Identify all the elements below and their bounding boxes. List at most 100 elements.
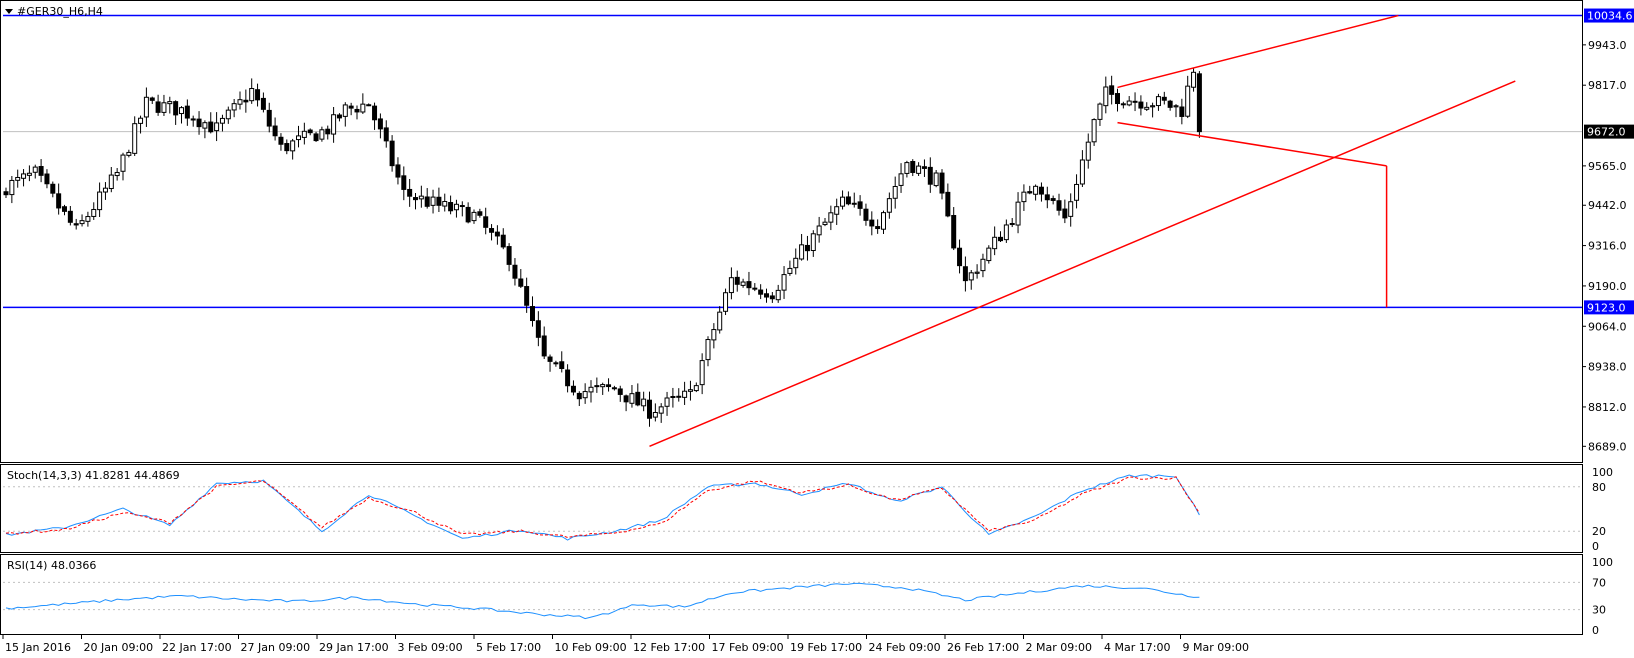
bull-candle-body	[992, 236, 998, 250]
bull-candle-body	[881, 212, 886, 230]
candle	[617, 385, 623, 402]
candle	[910, 159, 916, 177]
candle	[664, 391, 670, 416]
candle	[290, 138, 296, 160]
candle	[79, 214, 85, 227]
bear-candle-body	[465, 206, 471, 223]
bear-candle-body	[208, 121, 214, 133]
bear-candle-body	[764, 293, 769, 298]
candle	[1097, 102, 1103, 126]
bull-candle-body	[588, 386, 594, 393]
bull-candle-body	[658, 406, 664, 414]
bear-candle-body	[1138, 101, 1144, 109]
candle	[319, 126, 325, 142]
upper-level-price-tag: 10034.6	[1587, 10, 1633, 23]
candle	[430, 189, 436, 214]
bear-candle-body	[962, 266, 968, 282]
candle	[740, 278, 746, 288]
dropdown-arrow-icon[interactable]	[5, 9, 13, 14]
candle	[1033, 184, 1039, 201]
bull-candle-body	[799, 244, 805, 260]
candle	[436, 187, 442, 213]
candle	[1074, 174, 1080, 209]
candle	[325, 125, 331, 140]
bull-candle-body	[974, 271, 980, 274]
bull-candle-body	[301, 130, 307, 138]
time-tick-label: 22 Jan 17:00	[162, 641, 232, 654]
candle	[641, 391, 647, 412]
bull-candle-body	[822, 221, 828, 226]
time-tick-label: 27 Jan 09:00	[241, 641, 311, 654]
bear-candle-body	[875, 226, 881, 230]
candle	[91, 202, 97, 220]
candle	[62, 204, 67, 216]
price-tick-label: 8689.0	[1588, 440, 1627, 453]
bull-candle-body	[600, 384, 606, 388]
bull-candle-body	[342, 104, 348, 117]
bull-candle-body	[237, 99, 243, 105]
candle	[1167, 99, 1173, 111]
candle	[196, 111, 202, 135]
time-tick-label: 10 Feb 09:00	[555, 641, 627, 654]
candle	[1144, 102, 1150, 111]
candle	[734, 270, 740, 292]
bull-candle-body	[418, 195, 424, 200]
candle	[1120, 101, 1126, 109]
bear-candle-body	[530, 306, 535, 322]
osc-tick-label: 0	[1592, 624, 1599, 637]
candle	[465, 202, 471, 224]
candle	[974, 264, 980, 279]
bear-candle-body	[1044, 194, 1050, 201]
rsi-panel: 100 70 30 0	[3, 556, 1613, 637]
candle	[1155, 93, 1161, 111]
candle	[980, 253, 986, 278]
candle	[992, 226, 998, 256]
candle	[167, 96, 173, 114]
candle	[44, 169, 50, 189]
candle	[32, 164, 38, 179]
bear-candle-body	[184, 105, 190, 119]
bear-candle-body	[635, 391, 641, 406]
bear-candle-body	[38, 166, 44, 176]
candle	[857, 195, 863, 216]
candle	[108, 166, 114, 193]
bear-candle-body	[500, 234, 506, 248]
bull-candle-body	[1074, 183, 1080, 201]
candle	[565, 364, 571, 393]
bull-candle-body	[1185, 85, 1191, 117]
bear-candle-body	[448, 202, 454, 212]
price-tick-label: 9442.0	[1588, 199, 1627, 212]
bear-candle-body	[547, 356, 553, 362]
candle	[828, 205, 834, 231]
candle	[9, 176, 15, 204]
bear-candle-body	[1027, 191, 1033, 194]
bear-candle-body	[734, 276, 740, 285]
candle	[342, 102, 348, 127]
candle	[407, 178, 413, 207]
candle	[1062, 199, 1068, 224]
price-tick-label: 8938.0	[1588, 361, 1627, 374]
bear-candle-body	[863, 208, 869, 221]
candle	[705, 336, 711, 367]
bear-candle-body	[1062, 208, 1068, 219]
bull-candle-body	[980, 258, 986, 272]
bull-candle-body	[664, 397, 670, 407]
candle	[231, 98, 237, 118]
candle	[840, 190, 846, 210]
time-tick-label: 3 Feb 09:00	[398, 641, 463, 654]
time-tick-label: 29 Jan 17:00	[319, 641, 389, 654]
candle	[927, 157, 933, 193]
candle	[898, 163, 904, 193]
bull-candle-body	[167, 101, 173, 105]
candle	[968, 270, 974, 290]
stoch-label: Stoch(14,3,3) 41.8281 44.4869	[7, 469, 180, 482]
bear-candle-body	[366, 104, 372, 107]
bull-candle-body	[442, 201, 448, 207]
bull-candle-body	[705, 339, 711, 361]
candle	[787, 260, 793, 276]
bear-candle-body	[769, 295, 775, 300]
bull-candle-body	[676, 395, 682, 398]
bull-candle-body	[717, 311, 723, 331]
candle	[26, 165, 32, 182]
bear-candle-body	[354, 108, 360, 113]
